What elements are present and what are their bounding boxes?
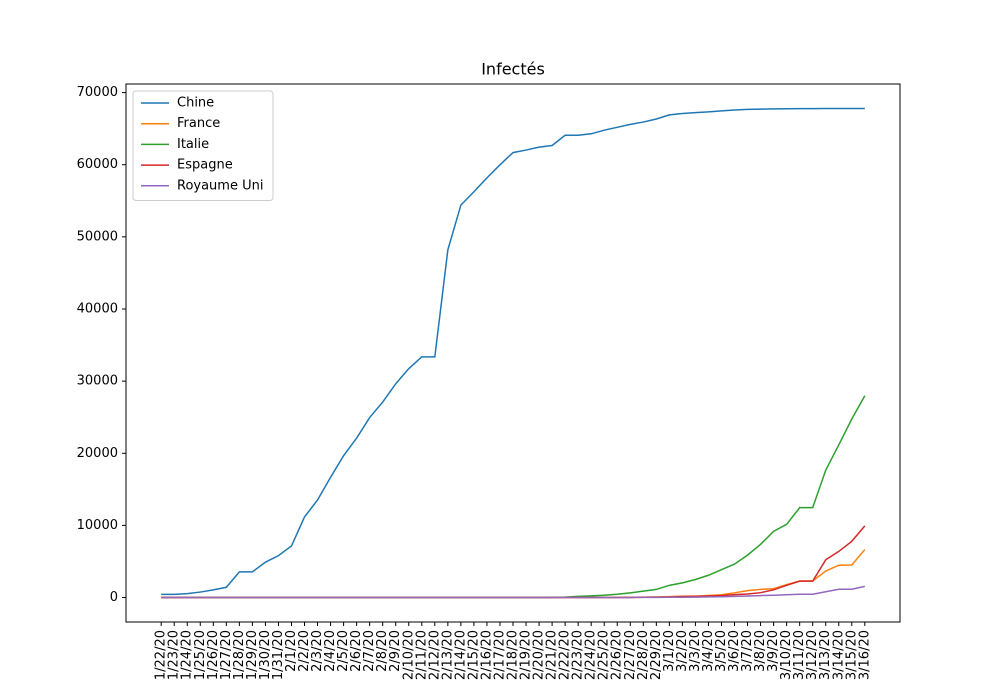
x-tick-label: 2/9/20 [388,630,403,672]
x-tick-label: 2/29/20 [649,630,664,680]
y-tick-label: 50000 [77,229,118,244]
x-tick-label: 3/2/20 [675,630,690,672]
x-tick-label: 1/26/20 [206,630,221,680]
x-tick-label: 2/28/20 [636,630,651,680]
x-tick-label: 2/4/20 [323,630,338,672]
x-tick-label: 3/9/20 [766,630,781,672]
legend-label: France [177,116,220,131]
x-tick-label: 2/8/20 [375,630,390,672]
y-tick-label: 20000 [77,446,118,461]
x-tick-label: 3/15/20 [844,630,859,680]
x-tick-label: 1/30/20 [258,630,273,680]
legend-label: Espagne [177,158,233,173]
x-tick-label: 2/13/20 [440,630,455,680]
x-tick-label: 2/19/20 [519,630,534,680]
x-tick-label: 3/6/20 [727,630,742,672]
x-tick-label: 1/27/20 [219,630,234,680]
x-tick-label: 2/14/20 [453,630,468,680]
chart-title: Infectés [481,60,545,79]
x-tick-label: 1/23/20 [167,630,182,680]
y-tick-label: 0 [110,590,118,605]
x-tick-label: 2/22/20 [558,630,573,680]
legend-label: Italie [177,137,209,152]
x-tick-label: 3/16/20 [857,630,872,680]
x-tick-label: 2/24/20 [584,630,599,680]
x-tick-label: 3/10/20 [779,630,794,680]
x-tick-label: 2/2/20 [297,630,312,672]
x-tick-label: 3/1/20 [662,630,677,672]
x-tick-label: 2/12/20 [427,630,442,680]
x-tick-label: 1/28/20 [232,630,247,680]
x-tick-label: 1/22/20 [154,630,169,680]
x-tick-label: 2/11/20 [414,630,429,680]
x-tick-label: 2/17/20 [492,630,507,680]
y-tick-label: 60000 [77,157,118,172]
x-tick-label: 3/12/20 [805,630,820,680]
x-tick-label: 2/5/20 [336,630,351,672]
x-tick-label: 2/3/20 [310,630,325,672]
x-tick-label: 3/14/20 [831,630,846,680]
x-tick-label: 2/27/20 [623,630,638,680]
legend: Chine France Italie Espagne Royaume Uni [132,90,274,201]
x-tick-label: 2/16/20 [479,630,494,680]
x-tick-label: 1/25/20 [193,630,208,680]
x-tick-label: 2/6/20 [349,630,364,672]
y-tick-label: 10000 [77,518,118,533]
y-tick-label: 40000 [77,301,118,316]
x-tick-label: 2/10/20 [401,630,416,680]
x-tick-label: 3/13/20 [818,630,833,680]
x-tick-label: 3/8/20 [753,630,768,672]
y-tick-label: 70000 [77,85,118,100]
x-tick-label: 1/29/20 [245,630,260,680]
legend-label: Chine [177,96,214,111]
x-tick-label: 3/11/20 [792,630,807,680]
x-tick-label: 2/25/20 [597,630,612,680]
series-line [161,585,865,599]
x-tick-label: 2/15/20 [466,630,481,680]
x-tick-label: 2/23/20 [571,630,586,680]
y-tick-label: 30000 [77,374,118,389]
x-tick-label: 3/5/20 [714,630,729,672]
x-tick-label: 2/7/20 [362,630,377,672]
x-tick-label: 2/26/20 [610,630,625,680]
x-tick-label: 3/3/20 [688,630,703,672]
series-line [161,107,865,596]
legend-label: Royaume Uni [177,178,263,193]
x-tick-label: 2/20/20 [532,630,547,680]
legend-box [132,90,274,201]
x-tick-label: 1/31/20 [271,630,286,680]
x-tick-label: 2/1/20 [284,630,299,672]
x-tick-label: 2/21/20 [545,630,560,680]
x-tick-label: 3/4/20 [701,630,716,672]
x-tick-label: 3/7/20 [740,630,755,672]
x-tick-label: 1/24/20 [180,630,195,680]
x-tick-label: 2/18/20 [506,630,521,680]
